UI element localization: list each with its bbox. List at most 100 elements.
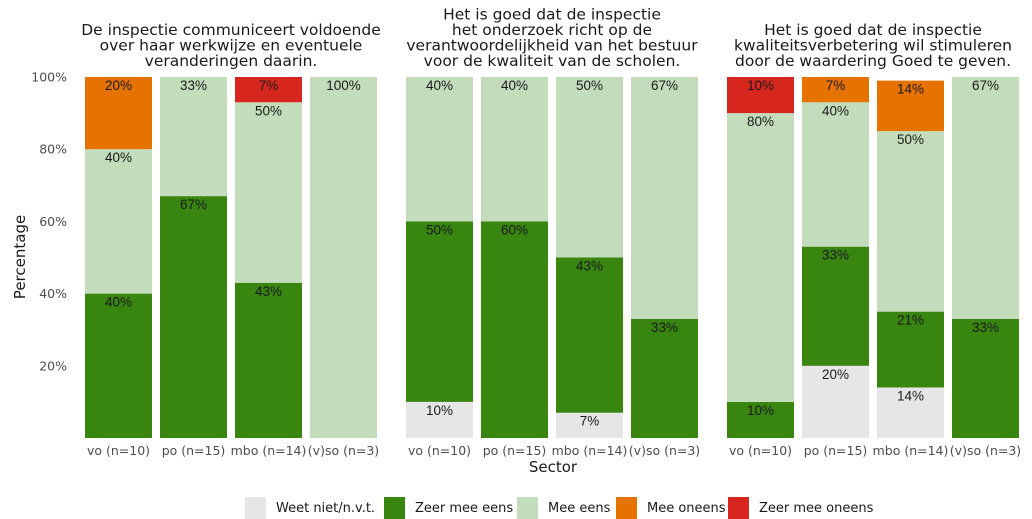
bar-data-label: 67%: [180, 197, 207, 212]
x-tick-label: mbo (n=14): [552, 443, 628, 458]
bar-data-label: 7%: [580, 414, 600, 429]
bar-data-label: 20%: [105, 78, 132, 93]
bar-segment: [406, 77, 473, 222]
bar-data-label: 40%: [501, 78, 528, 93]
chart-panels: De inspectie communiceert voldoendeover …: [81, 6, 1021, 459]
legend-item: Mee oneens: [616, 497, 726, 519]
bar-data-label: 50%: [897, 132, 924, 147]
bar-data-label: 60%: [501, 222, 528, 237]
bar-segment: [727, 113, 794, 402]
panel-1: De inspectie communiceert voldoendeover …: [81, 21, 381, 458]
y-tick-label: 40%: [39, 286, 67, 301]
bar-segment: [556, 257, 623, 413]
bar-data-label: 43%: [255, 284, 282, 299]
bar-data-label: 40%: [822, 103, 849, 118]
bar-data-label: 21%: [897, 313, 924, 328]
bar-segment: [481, 221, 548, 438]
bar-segment: [406, 221, 473, 402]
bar-segment: [406, 401, 473, 438]
bar-segment: [877, 311, 944, 388]
bar-segment: [727, 401, 794, 438]
bar-segment: [952, 318, 1019, 438]
bar-data-label: 33%: [972, 320, 999, 335]
bar-data-label: 100%: [326, 78, 361, 93]
bar-data-label: 80%: [747, 114, 774, 129]
bar-data-label: 50%: [576, 78, 603, 93]
y-tick-label: 60%: [39, 214, 67, 229]
bar-segment: [235, 77, 302, 103]
y-axis-title: Percentage: [11, 215, 29, 299]
x-tick-label: vo (n=10): [408, 443, 471, 458]
bar-data-label: 33%: [822, 248, 849, 263]
legend-label: Mee oneens: [647, 501, 726, 516]
legend-label: Weet niet/n.v.t.: [276, 501, 375, 516]
bar-data-label: 67%: [972, 78, 999, 93]
x-tick-label: po (n=15): [804, 443, 868, 458]
x-axis-title: Sector: [529, 458, 578, 476]
bar-data-label: 50%: [426, 222, 453, 237]
bar-segment: [952, 77, 1019, 319]
legend-swatch: [245, 497, 266, 519]
bar-data-label: 67%: [651, 78, 678, 93]
bar-segment: [481, 77, 548, 222]
x-tick-label: mbo (n=14): [231, 443, 307, 458]
bar-segment: [877, 80, 944, 132]
bar-segment: [802, 365, 869, 438]
bar-data-label: 40%: [426, 78, 453, 93]
bar-data-label: 40%: [105, 150, 132, 165]
bar-segment: [556, 77, 623, 258]
bar-data-label: 14%: [897, 82, 924, 97]
bar-segment: [235, 282, 302, 438]
panel-title-line: het onderzoek richt op de: [452, 21, 652, 39]
bar-data-label: 43%: [576, 259, 603, 274]
panel-title-line: Het is goed dat de inspectie: [764, 21, 982, 39]
y-tick-label: 20%: [39, 358, 67, 373]
bar-segment: [85, 293, 152, 438]
bar-segment: [631, 318, 698, 438]
y-axis: 20% 40% 60% 80% 100%: [31, 70, 67, 374]
legend-label: Zeer mee oneens: [759, 501, 874, 516]
bar-data-label: 10%: [747, 403, 774, 418]
bar-data-label: 33%: [180, 78, 207, 93]
y-tick-label: 80%: [39, 142, 67, 157]
bar-segment: [631, 77, 698, 319]
legend-label: Mee eens: [548, 501, 611, 516]
x-tick-label: (v)so (n=3): [950, 443, 1021, 458]
x-tick-label: (v)so (n=3): [308, 443, 379, 458]
x-tick-label: vo (n=10): [87, 443, 150, 458]
panel-title-line: over haar werkwijze en eventuele: [100, 37, 363, 55]
panel-title-line: voor de kwaliteit van de scholen.: [424, 52, 681, 70]
legend-item: Mee eens: [517, 497, 611, 519]
bar-segment: [727, 77, 794, 114]
legend-swatch: [616, 497, 637, 519]
legend-swatch: [728, 497, 749, 519]
bar-segment: [160, 196, 227, 438]
bar-segment: [802, 246, 869, 366]
bar-segment: [310, 77, 377, 438]
bar-data-label: 10%: [747, 78, 774, 93]
x-tick-label: (v)so (n=3): [629, 443, 700, 458]
bar-segment: [877, 387, 944, 438]
y-tick-label: 100%: [31, 70, 67, 85]
bar-segment: [235, 102, 302, 283]
legend-swatch: [517, 497, 538, 519]
legend-swatch: [384, 497, 405, 519]
panel-title-line: door de waardering Goed te geven.: [735, 52, 1011, 70]
panel-title-line: Het is goed dat de inspectie: [443, 6, 661, 24]
bar-segment: [802, 102, 869, 247]
panel-title-line: verantwoordelijkheid van het bestuur: [406, 37, 698, 55]
panel-title-line: De inspectie communiceert voldoende: [81, 21, 381, 39]
legend-item: Zeer mee eens: [384, 497, 513, 519]
bar-data-label: 50%: [255, 103, 282, 118]
bar-data-label: 20%: [822, 367, 849, 382]
panel-title-line: kwaliteitsverbetering wil stimuleren: [734, 37, 1012, 55]
bar-segment: [85, 149, 152, 294]
bar-data-label: 10%: [426, 403, 453, 418]
x-tick-label: po (n=15): [162, 443, 226, 458]
bar-data-label: 40%: [105, 295, 132, 310]
bar-data-label: 14%: [897, 388, 924, 403]
x-tick-label: mbo (n=14): [873, 443, 949, 458]
bar-segment: [85, 77, 152, 150]
legend-item: Weet niet/n.v.t.: [245, 497, 375, 519]
